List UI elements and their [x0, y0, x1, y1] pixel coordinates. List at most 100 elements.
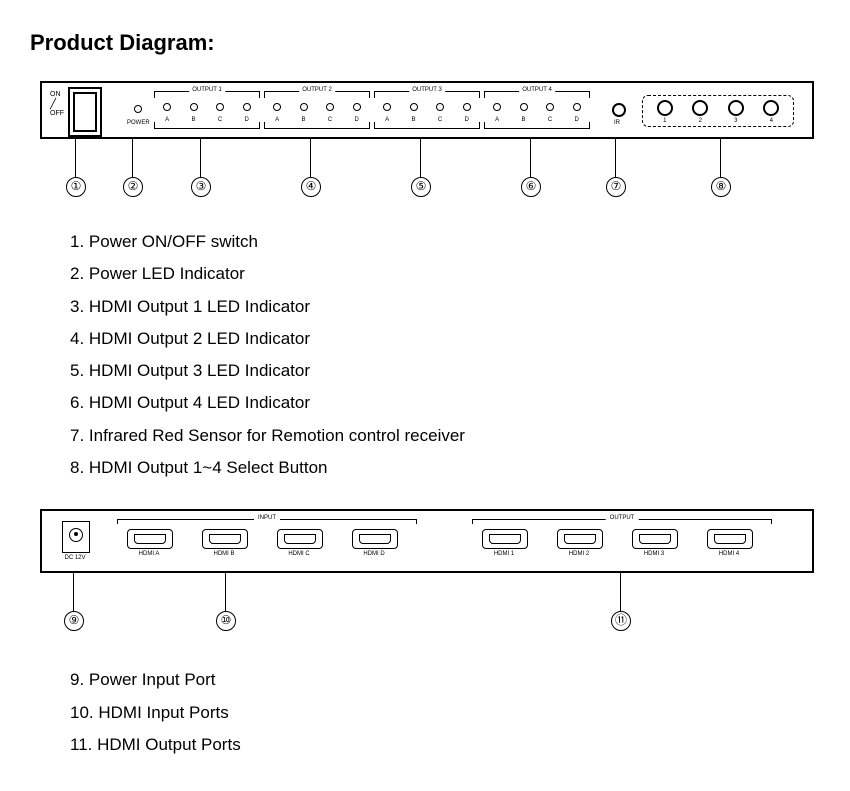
led-indicator [573, 103, 581, 111]
group-label: INPUT [254, 515, 280, 521]
callout-line [530, 137, 531, 177]
output-group-3: OUTPUT 3ABCD [374, 93, 480, 127]
hdmi-label: HDMI A [127, 551, 171, 557]
ir-label: IR [614, 120, 620, 126]
callout-line [620, 571, 621, 611]
front-panel-container: ON ╱ OFF POWER OUTPUT 1ABCDOUTPUT 2ABCDO… [40, 81, 820, 211]
power-switch-area: ON ╱ OFF [50, 89, 100, 131]
legend-item: 4. HDMI Output 2 LED Indicator [70, 323, 820, 355]
callout-number: ⑨ [64, 611, 84, 631]
power-switch[interactable] [68, 87, 102, 137]
onoff-label: ON ╱ OFF [50, 91, 64, 117]
led-indicator [273, 103, 281, 111]
hdmi-label: HDMI 2 [557, 551, 601, 557]
legend-item: 11. HDMI Output Ports [70, 729, 820, 761]
hdmi-port[interactable] [482, 529, 528, 549]
callout-line [420, 137, 421, 177]
led-indicator [493, 103, 501, 111]
hdmi-label: HDMI D [352, 551, 396, 557]
page-title: Product Diagram: [30, 30, 820, 56]
button-label: 4 [770, 118, 773, 124]
led-indicator [216, 103, 224, 111]
select-button-box: 1 2 3 4 [642, 95, 794, 127]
output-group-2: OUTPUT 2ABCD [264, 93, 370, 127]
group-label: OUTPUT 3 [409, 87, 445, 93]
front-panel: ON ╱ OFF POWER OUTPUT 1ABCDOUTPUT 2ABCDO… [40, 81, 814, 139]
legend-item: 10. HDMI Input Ports [70, 697, 820, 729]
callout-number: ② [123, 177, 143, 197]
callout-line [225, 571, 226, 611]
port-group: INPUTHDMI AHDMI BHDMI CHDMI D [117, 519, 417, 561]
hdmi-port[interactable] [352, 529, 398, 549]
legend-item: 2. Power LED Indicator [70, 258, 820, 290]
callout-number: ⑦ [606, 177, 626, 197]
back-panel-container: DC 12V INPUTHDMI AHDMI BHDMI CHDMI D OUT… [40, 509, 820, 649]
hdmi-port[interactable] [277, 529, 323, 549]
button-label: 3 [734, 118, 737, 124]
dc-port[interactable] [62, 521, 90, 553]
callout-line [720, 137, 721, 177]
select-button[interactable] [728, 100, 744, 116]
legend-item: 3. HDMI Output 1 LED Indicator [70, 291, 820, 323]
callout-line [132, 137, 133, 177]
callout-line [200, 137, 201, 177]
callout-number: ⑥ [521, 177, 541, 197]
led-indicator [326, 103, 334, 111]
button-label: 2 [699, 118, 702, 124]
front-legend: 1. Power ON/OFF switch2. Power LED Indic… [70, 226, 820, 484]
legend-item: 8. HDMI Output 1~4 Select Button [70, 452, 820, 484]
group-label: OUTPUT 4 [519, 87, 555, 93]
hdmi-label: HDMI 4 [707, 551, 751, 557]
led-indicator [436, 103, 444, 111]
hdmi-label: HDMI C [277, 551, 321, 557]
hdmi-label: HDMI 3 [632, 551, 676, 557]
ir-sensor [612, 103, 626, 117]
hdmi-port[interactable] [632, 529, 678, 549]
output-group-4: OUTPUT 4ABCD [484, 93, 590, 127]
led-indicator [190, 103, 198, 111]
legend-item: 7. Infrared Red Sensor for Remotion cont… [70, 420, 820, 452]
callout-line [310, 137, 311, 177]
legend-item: 1. Power ON/OFF switch [70, 226, 820, 258]
callout-number: ⑩ [216, 611, 236, 631]
group-label: OUTPUT 1 [189, 87, 225, 93]
callout-line [75, 137, 76, 177]
back-legend: 9. Power Input Port10. HDMI Input Ports1… [70, 664, 820, 761]
callout-number: ③ [191, 177, 211, 197]
back-panel: DC 12V INPUTHDMI AHDMI BHDMI CHDMI D OUT… [40, 509, 814, 573]
led-indicator [163, 103, 171, 111]
port-group: OUTPUTHDMI 1HDMI 2HDMI 3HDMI 4 [472, 519, 772, 561]
group-label: OUTPUT 2 [299, 87, 335, 93]
hdmi-port[interactable] [127, 529, 173, 549]
led-indicator [243, 103, 251, 111]
callout-number: ⑧ [711, 177, 731, 197]
led-indicator [410, 103, 418, 111]
dc-label: DC 12V [62, 555, 88, 561]
hdmi-port[interactable] [202, 529, 248, 549]
group-label: OUTPUT [606, 515, 639, 521]
hdmi-label: HDMI 1 [482, 551, 526, 557]
button-label: 1 [663, 118, 666, 124]
legend-item: 5. HDMI Output 3 LED Indicator [70, 355, 820, 387]
select-button[interactable] [657, 100, 673, 116]
legend-item: 9. Power Input Port [70, 664, 820, 696]
power-label: POWER [127, 120, 150, 126]
hdmi-port[interactable] [707, 529, 753, 549]
select-button[interactable] [692, 100, 708, 116]
led-indicator [463, 103, 471, 111]
hdmi-port[interactable] [557, 529, 603, 549]
led-indicator [383, 103, 391, 111]
callout-number: ① [66, 177, 86, 197]
led-indicator [300, 103, 308, 111]
callout-number: ⑤ [411, 177, 431, 197]
callout-number: ⑪ [611, 611, 631, 631]
led-indicator [520, 103, 528, 111]
power-led [134, 105, 142, 113]
callout-number: ④ [301, 177, 321, 197]
output-group-1: OUTPUT 1ABCD [154, 93, 260, 127]
led-indicator [546, 103, 554, 111]
callout-line [615, 137, 616, 177]
callout-line [73, 571, 74, 611]
legend-item: 6. HDMI Output 4 LED Indicator [70, 387, 820, 419]
select-button[interactable] [763, 100, 779, 116]
